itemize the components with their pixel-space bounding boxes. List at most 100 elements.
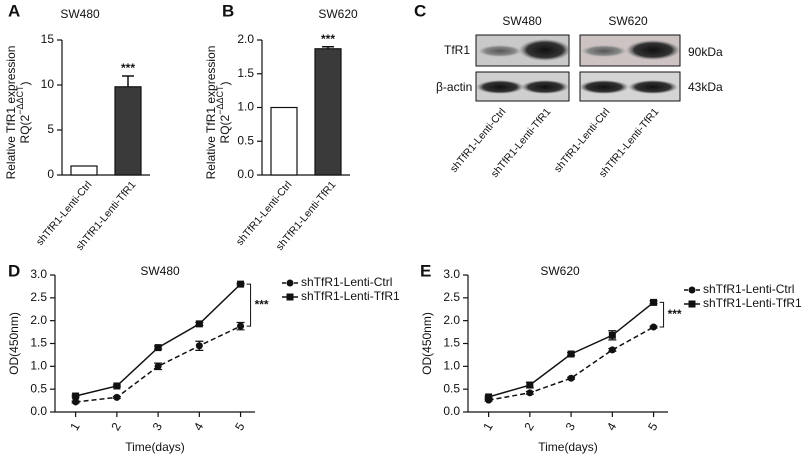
y-tick-label: 2.5 xyxy=(443,290,460,304)
panel-label: B xyxy=(222,1,234,20)
marker xyxy=(72,398,80,406)
y-tick-label: 0.0 xyxy=(30,404,47,418)
bar xyxy=(70,165,98,176)
blot-size: 43kDa xyxy=(688,80,723,94)
legend-item: shTfR1-Lenti-Ctrl xyxy=(684,282,794,296)
marker xyxy=(567,350,575,358)
blot-band xyxy=(628,80,678,94)
bar xyxy=(270,106,298,176)
y-axis-label-part: ) xyxy=(18,82,32,86)
marker xyxy=(608,346,616,354)
y-axis-label-part: RQ(2 xyxy=(18,114,32,143)
error-bar xyxy=(122,75,134,87)
x-axis-label: Time(days) xyxy=(125,440,185,454)
marker xyxy=(526,389,534,397)
y-tick-label: 10 xyxy=(41,77,55,91)
marker xyxy=(72,392,80,400)
legend-label: shTfR1-Lenti-Ctrl xyxy=(703,282,794,296)
x-axis-label: Time(days) xyxy=(538,440,598,454)
x-tick-label: 5 xyxy=(645,420,661,433)
blot-band xyxy=(478,45,522,57)
y-tick-label: 1.5 xyxy=(443,336,460,350)
blot-band xyxy=(519,39,571,61)
marker xyxy=(286,293,294,301)
x-tick-label: 2 xyxy=(108,420,124,433)
marker xyxy=(688,300,696,308)
y-tick-label: 0.5 xyxy=(30,381,47,395)
chart-title: SW620 xyxy=(318,7,358,21)
y-tick-label: 3.0 xyxy=(30,267,47,281)
marker xyxy=(650,298,658,306)
blot-group: SW480 xyxy=(502,14,542,28)
marker xyxy=(567,374,575,382)
bar xyxy=(114,86,142,176)
y-axis-label: OD(450nm) xyxy=(7,312,21,375)
marker xyxy=(286,279,294,287)
significance-bracket xyxy=(246,283,252,327)
y-tick-label: 15 xyxy=(41,32,55,46)
panel-label: E xyxy=(420,261,431,280)
blot-band xyxy=(476,80,524,94)
significance: *** xyxy=(255,297,269,311)
y-tick-label: 1.5 xyxy=(237,66,254,80)
marker xyxy=(237,322,245,330)
x-tick-label: 3 xyxy=(563,420,579,433)
significance: *** xyxy=(321,32,335,46)
legend-label: shTfR1-Lenti-TfR1 xyxy=(703,296,802,310)
legend-item: shTfR1-Lenti-Ctrl xyxy=(282,275,392,289)
blot-band xyxy=(626,40,680,60)
marker xyxy=(688,286,696,294)
legend-label: shTfR1-Lenti-Ctrl xyxy=(301,275,392,289)
bar xyxy=(314,48,342,176)
y-tick-label: 0.5 xyxy=(443,381,460,395)
series-line xyxy=(75,325,241,403)
y-axis-label-part: ) xyxy=(218,82,232,86)
marker xyxy=(113,382,121,390)
x-tick-label: 1 xyxy=(480,420,496,433)
legend-label: shTfR1-Lenti-TfR1 xyxy=(301,289,400,303)
chart-title: SW480 xyxy=(140,264,180,278)
marker xyxy=(154,344,162,352)
y-tick-label: 0.0 xyxy=(237,167,254,181)
y-axis-label-part: −ΔΔCT xyxy=(15,85,25,115)
marker xyxy=(195,342,203,350)
y-axis-label-part: RQ(2 xyxy=(218,114,232,143)
y-axis-label: RQ(2−ΔΔCT) xyxy=(15,82,32,144)
significance-bracket xyxy=(659,301,665,328)
series-line xyxy=(488,301,655,398)
y-tick-label: 1.0 xyxy=(237,100,254,114)
marker xyxy=(113,393,121,401)
y-tick-label: 3.0 xyxy=(443,267,460,281)
marker xyxy=(526,381,534,389)
y-tick-label: 0.0 xyxy=(443,404,460,418)
y-tick-label: 0.5 xyxy=(237,133,254,147)
y-axis-label: Relative TfR1 expression xyxy=(4,46,18,180)
marker xyxy=(650,323,658,331)
significance: *** xyxy=(668,307,682,321)
marker xyxy=(154,362,162,370)
y-axis-label-part: −ΔΔCT xyxy=(215,85,225,115)
marker xyxy=(237,280,245,288)
y-axis-label: OD(450nm) xyxy=(420,312,434,375)
x-tick-label: 1 xyxy=(67,420,83,433)
y-tick-label: 5 xyxy=(47,122,54,136)
x-tick-label: 4 xyxy=(191,420,207,433)
series-line xyxy=(75,283,242,397)
panel-label: C xyxy=(414,1,426,20)
y-tick-label: 1.5 xyxy=(30,336,47,350)
blot-band xyxy=(579,80,629,94)
y-tick-label: 2.5 xyxy=(30,290,47,304)
blot-band xyxy=(581,45,627,57)
y-tick-label: 1.0 xyxy=(30,359,47,373)
y-axis-label: Relative TfR1 expression xyxy=(204,46,218,180)
y-tick-label: 2.0 xyxy=(30,313,47,327)
x-tick-label: 4 xyxy=(604,420,620,433)
error-bar xyxy=(322,46,334,49)
chart-title: SW480 xyxy=(60,7,100,21)
x-tick-label: 2 xyxy=(521,420,537,433)
y-axis-label: RQ(2−ΔΔCT) xyxy=(215,82,232,144)
x-tick-label: 5 xyxy=(232,420,248,433)
marker xyxy=(485,393,493,401)
legend-item: shTfR1-Lenti-TfR1 xyxy=(684,296,802,310)
